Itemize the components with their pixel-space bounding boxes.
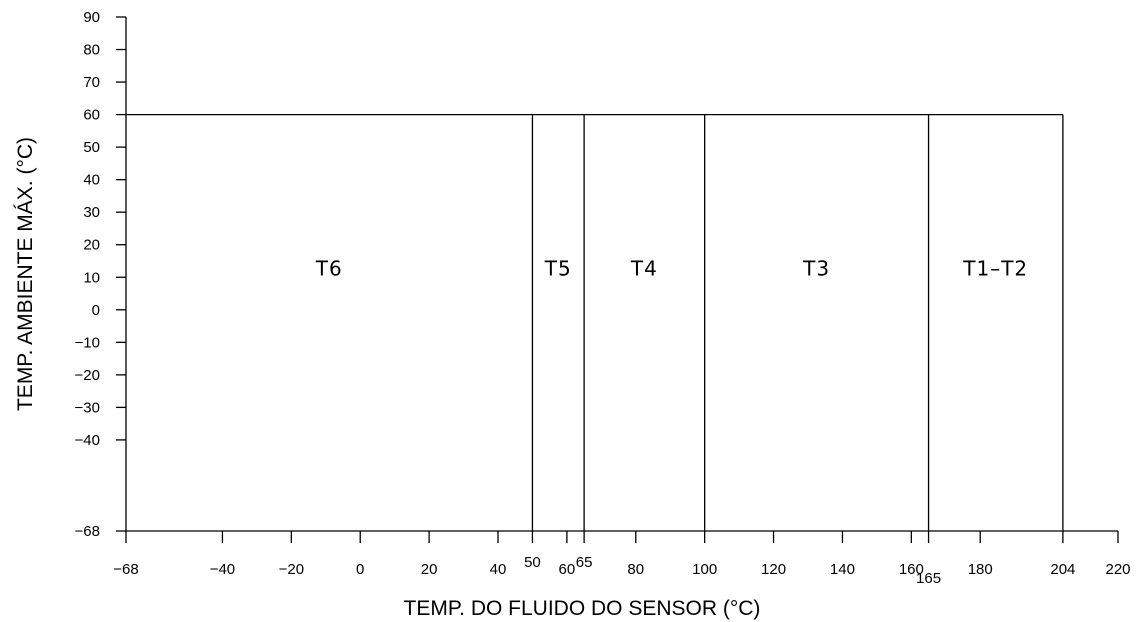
zone-label: T1–T2	[962, 257, 1028, 281]
x-tick-label: −40	[210, 561, 235, 578]
y-tick-label: 20	[83, 237, 100, 254]
x-tick-label: 100	[692, 561, 717, 578]
x-tick-label: 160	[899, 561, 924, 578]
temperature-zones: T6 T5 T4 T3 T1–T2	[126, 113, 1064, 531]
x-tick-label: 165	[916, 570, 941, 587]
x-tick-label: 20	[421, 561, 438, 578]
y-tick-label: 50	[83, 139, 100, 156]
y-axis-title: TEMP. AMBIENTE MÁX. (°C)	[14, 137, 37, 411]
y-tick-label: 60	[83, 107, 100, 124]
zone-label: T3	[802, 257, 830, 281]
x-tick-label: 120	[761, 561, 786, 578]
zone-label: T4	[630, 257, 658, 281]
zone-label: T6	[315, 257, 343, 281]
x-tick-label: −20	[279, 561, 304, 578]
x-tick-label: 140	[830, 561, 855, 578]
y-tick-label: −40	[75, 432, 100, 449]
y-axis-ticks: 90 80 70 60 50 40 30 20 10 0 −10 −20 −30 −40 −68	[75, 9, 126, 540]
y-tick-label: 0	[92, 302, 100, 319]
x-tick-label: 180	[968, 561, 993, 578]
x-tick-label: 40	[490, 561, 507, 578]
zone-label: T5	[544, 257, 572, 281]
y-tick-label: 90	[83, 9, 100, 26]
y-tick-label: 70	[83, 74, 100, 91]
y-tick-label: −68	[75, 523, 100, 540]
x-tick-label: −68	[113, 561, 138, 578]
y-tick-label: −20	[75, 367, 100, 384]
x-tick-label: 220	[1105, 561, 1130, 578]
x-tick-label: 65	[576, 554, 593, 571]
y-tick-label: −30	[75, 399, 100, 416]
x-tick-label: 204	[1050, 561, 1075, 578]
y-tick-label: −10	[75, 334, 100, 351]
x-tick-label: 0	[356, 561, 364, 578]
y-tick-label: 80	[83, 42, 100, 59]
y-tick-label: 40	[83, 172, 100, 189]
x-tick-label: 80	[627, 561, 644, 578]
x-tick-label: 60	[559, 561, 576, 578]
y-tick-label: 10	[83, 269, 100, 286]
x-tick-label: 50	[524, 554, 541, 571]
y-tick-label: 30	[83, 204, 100, 221]
x-axis-title: TEMP. DO FLUIDO DO SENSOR (°C)	[404, 597, 761, 620]
